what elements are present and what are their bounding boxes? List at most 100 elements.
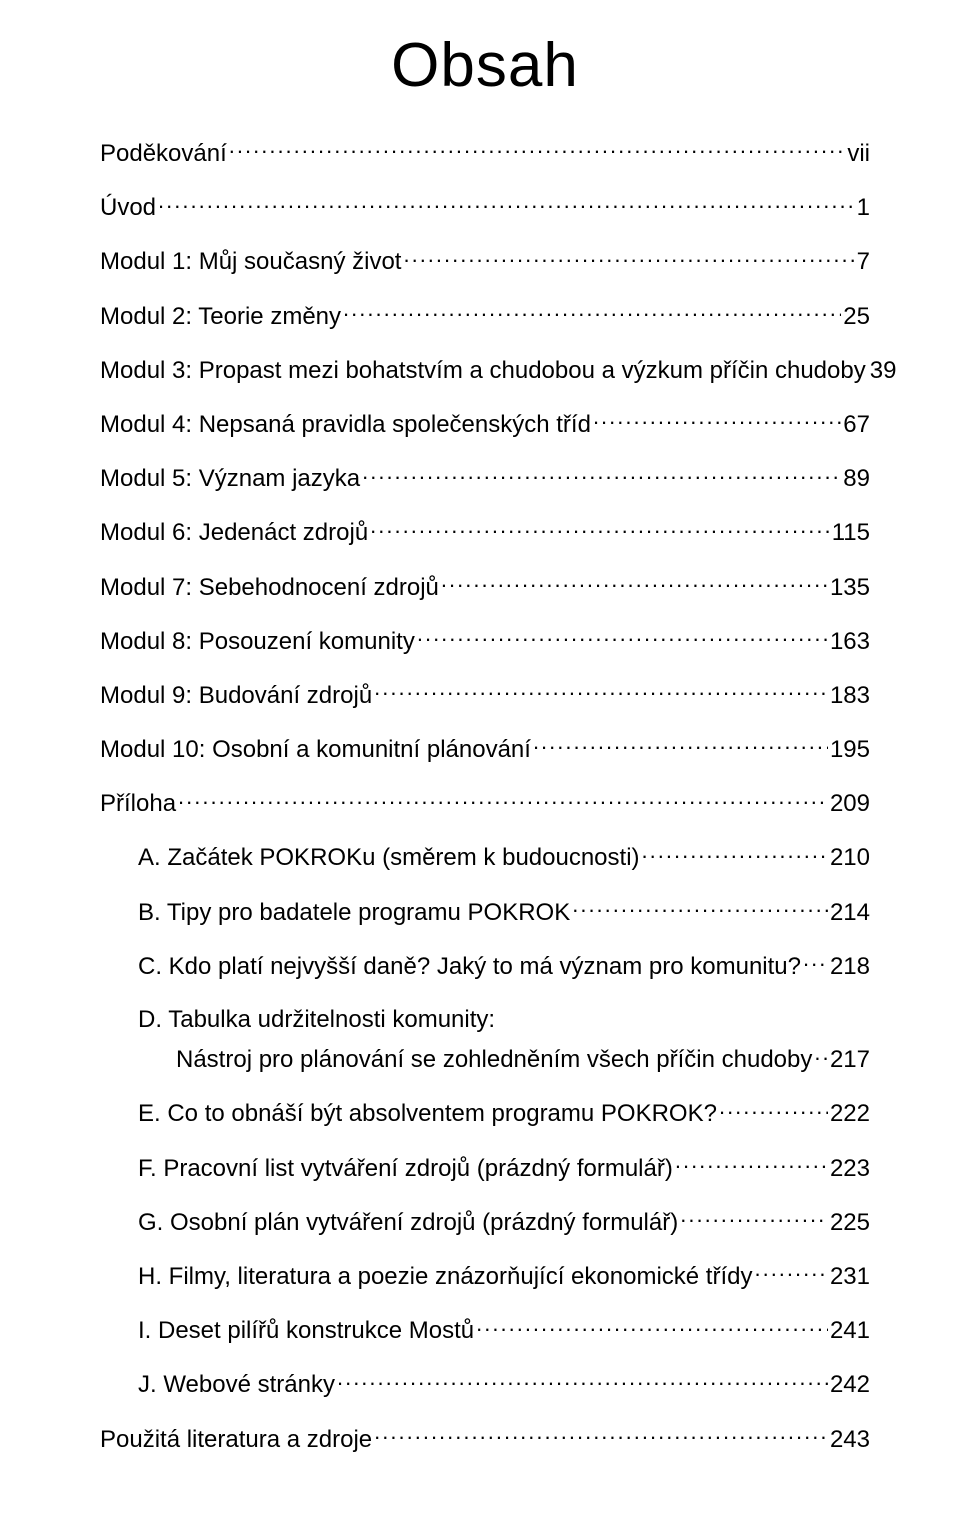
toc-page-number: 210 [830, 842, 870, 873]
toc-leader [680, 1206, 828, 1230]
table-of-contents: Poděkování vii Úvod 1 Modul 1: Můj současný … [100, 137, 870, 1455]
toc-entry: E. Co to obnáší být absolventem programu… [100, 1097, 870, 1129]
toc-entry: Modul 8: Posouzení komunity 163 [100, 625, 870, 657]
toc-label: Modul 4: Nepsaná pravidla společenských … [100, 409, 591, 440]
toc-label: J. Webové stránky [138, 1369, 335, 1400]
toc-leader [229, 137, 846, 161]
toc-entry: Modul 2: Teorie změny 25 [100, 300, 870, 332]
toc-leader [476, 1314, 828, 1338]
toc-entry: B. Tipy pro badatele programu POKROK 214 [100, 896, 870, 928]
toc-leader [675, 1152, 828, 1176]
toc-page-number: 89 [843, 463, 870, 494]
toc-leader [754, 1260, 827, 1284]
toc-entry: C. Kdo platí nejvyšší daně? Jaký to má v… [100, 950, 870, 982]
toc-label: Modul 5: Význam jazyka [100, 463, 360, 494]
toc-leader [337, 1368, 828, 1392]
toc-entry: Modul 4: Nepsaná pravidla společenských … [100, 408, 870, 440]
toc-label: I. Deset pilířů konstrukce Mostů [138, 1315, 474, 1346]
toc-page-number: 67 [843, 409, 870, 440]
toc-label: Použitá literatura a zdroje [100, 1424, 372, 1455]
toc-page-number: 7 [857, 246, 870, 277]
toc-entry: Příloha 209 [100, 787, 870, 819]
toc-entry: Poděkování vii [100, 137, 870, 169]
toc-label: Poděkování [100, 138, 227, 169]
toc-entry: Modul 1: Můj současný život 7 [100, 245, 870, 277]
toc-page-number: 1 [857, 192, 870, 223]
toc-label: H. Filmy, literatura a poezie znázorňují… [138, 1261, 752, 1292]
toc-label: Modul 9: Budování zdrojů [100, 680, 372, 711]
toc-leader [417, 625, 828, 649]
toc-leader [374, 1423, 828, 1447]
toc-entry: J. Webové stránky 242 [100, 1368, 870, 1400]
toc-page-number: 25 [843, 301, 870, 332]
toc-label: G. Osobní plán vytváření zdrojů (prázdný… [138, 1207, 678, 1238]
toc-entry: H. Filmy, literatura a poezie znázorňují… [100, 1260, 870, 1292]
toc-leader [593, 408, 841, 432]
toc-entry: A. Začátek POKROKu (směrem k budoucnosti… [100, 841, 870, 873]
toc-page-number: 217 [830, 1044, 870, 1075]
toc-leader [370, 516, 830, 540]
toc-leader [441, 571, 828, 595]
toc-entry: G. Osobní plán vytváření zdrojů (prázdný… [100, 1206, 870, 1238]
toc-entry: Modul 10: Osobní a komunitní plánování 19… [100, 733, 870, 765]
toc-entry: Modul 3: Propast mezi bohatstvím a chudo… [100, 354, 870, 386]
toc-leader [343, 300, 841, 324]
toc-label: A. Začátek POKROKu (směrem k budoucnosti… [138, 842, 640, 873]
toc-entry: Modul 9: Budování zdrojů 183 [100, 679, 870, 711]
toc-label: B. Tipy pro badatele programu POKROK [138, 897, 570, 928]
toc-label: Modul 10: Osobní a komunitní plánování [100, 734, 531, 765]
toc-leader [572, 896, 828, 920]
toc-leader [533, 733, 828, 757]
toc-label: Modul 3: Propast mezi bohatstvím a chudo… [100, 355, 866, 386]
toc-entry: Úvod 1 [100, 191, 870, 223]
toc-page-number: 243 [830, 1424, 870, 1455]
toc-leader [362, 462, 841, 486]
toc-label: Modul 2: Teorie změny [100, 301, 341, 332]
toc-entry: F. Pracovní list vytváření zdrojů (prázd… [100, 1152, 870, 1184]
toc-leader [642, 841, 828, 865]
toc-page-number: 209 [830, 788, 870, 819]
toc-label: D. Tabulka udržitelnosti komunity: [138, 1004, 870, 1035]
toc-entry: Použitá literatura a zdroje 243 [100, 1423, 870, 1455]
toc-page-number: 218 [830, 951, 870, 982]
toc-entry-line2: Nástroj pro plánování se zohledněním vše… [138, 1043, 870, 1075]
toc-leader [719, 1097, 828, 1121]
toc-label: F. Pracovní list vytváření zdrojů (prázd… [138, 1153, 673, 1184]
toc-label: Modul 7: Sebehodnocení zdrojů [100, 572, 439, 603]
toc-label: Příloha [100, 788, 176, 819]
toc-page-number: 223 [830, 1153, 870, 1184]
toc-page-number: 135 [830, 572, 870, 603]
toc-label: Modul 1: Můj současný život [100, 246, 401, 277]
toc-page-number: 39 [870, 355, 897, 386]
toc-page-number: 195 [830, 734, 870, 765]
toc-label: Úvod [100, 192, 156, 223]
toc-leader [158, 191, 855, 215]
page-title: Obsah [100, 30, 870, 101]
toc-page-number: vii [847, 138, 870, 169]
toc-page-number: 163 [830, 626, 870, 657]
toc-label: Modul 6: Jedenáct zdrojů [100, 517, 368, 548]
toc-label: C. Kdo platí nejvyšší daně? Jaký to má v… [138, 951, 801, 982]
toc-label: E. Co to obnáší být absolventem programu… [138, 1098, 717, 1129]
toc-entry: I. Deset pilířů konstrukce Mostů 241 [100, 1314, 870, 1346]
toc-page-number: 183 [830, 680, 870, 711]
toc-page-number: 214 [830, 897, 870, 928]
toc-page-number: 242 [830, 1369, 870, 1400]
toc-label: Nástroj pro plánování se zohledněním vše… [176, 1044, 812, 1075]
toc-leader [178, 787, 828, 811]
toc-entry: D. Tabulka udržitelnosti komunity: Nástro… [100, 1004, 870, 1075]
toc-leader [814, 1043, 828, 1067]
toc-page-number: 225 [830, 1207, 870, 1238]
toc-leader [403, 245, 854, 269]
toc-page-number: 115 [832, 517, 870, 548]
toc-leader [803, 950, 828, 974]
toc-page-number: 222 [830, 1098, 870, 1129]
toc-label: Modul 8: Posouzení komunity [100, 626, 415, 657]
toc-leader [374, 679, 828, 703]
toc-entry: Modul 5: Význam jazyka 89 [100, 462, 870, 494]
toc-page-number: 231 [830, 1261, 870, 1292]
toc-entry: Modul 6: Jedenáct zdrojů 115 [100, 516, 870, 548]
toc-page-number: 241 [830, 1315, 870, 1346]
toc-entry: Modul 7: Sebehodnocení zdrojů 135 [100, 571, 870, 603]
page: Obsah Poděkování vii Úvod 1 Modul 1: Můj sou… [0, 0, 960, 1517]
